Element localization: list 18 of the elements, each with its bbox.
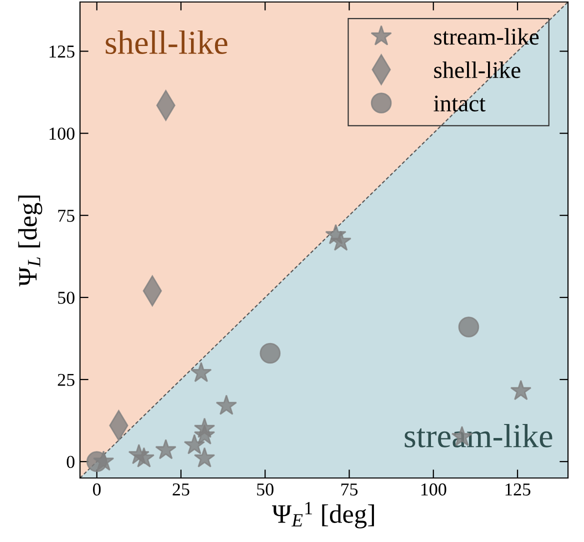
y-axis-title: Ψ$_{L}$ [deg] (18, 196, 42, 286)
y-tick-label: 75 (58, 210, 74, 222)
annotation: shell-like (106, 30, 228, 54)
x-tick-label: 100 (421, 483, 446, 496)
x-tick-label: 50 (257, 483, 274, 496)
x-axis-title: Ψ$_{E}$$^{1}$ [deg] (272, 502, 374, 528)
y-tick-label: 125 (50, 46, 74, 58)
legend-label: shell-like (434, 62, 520, 78)
legend-label: stream-like (434, 28, 539, 45)
y-tick-label: 25 (58, 374, 74, 386)
y-tick-label: 50 (58, 292, 74, 304)
x-tick-label: 75 (341, 484, 358, 496)
y-tick-label: 100 (50, 128, 74, 140)
legend-label: intact (434, 96, 486, 112)
x-tick-label: 0 (93, 483, 101, 496)
x-tick-label: 25 (172, 483, 190, 496)
y-tick-label: 0 (66, 456, 74, 468)
x-tick-label: 125 (506, 483, 530, 496)
